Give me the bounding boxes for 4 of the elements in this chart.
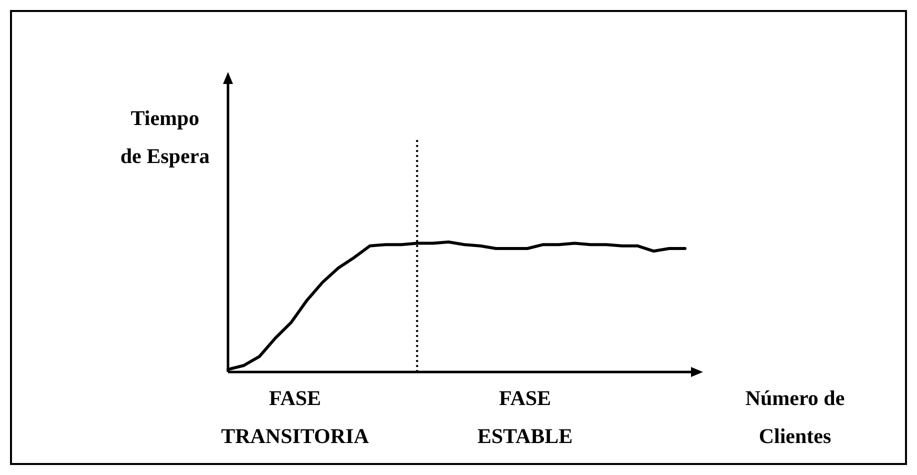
text: FASE ESTABLE <box>477 386 573 448</box>
text: FASE TRANSITORIA <box>221 386 370 448</box>
y-axis-title: Tiempo de Espera <box>120 106 210 168</box>
x-axis-title: Número de Clientes <box>745 386 845 448</box>
